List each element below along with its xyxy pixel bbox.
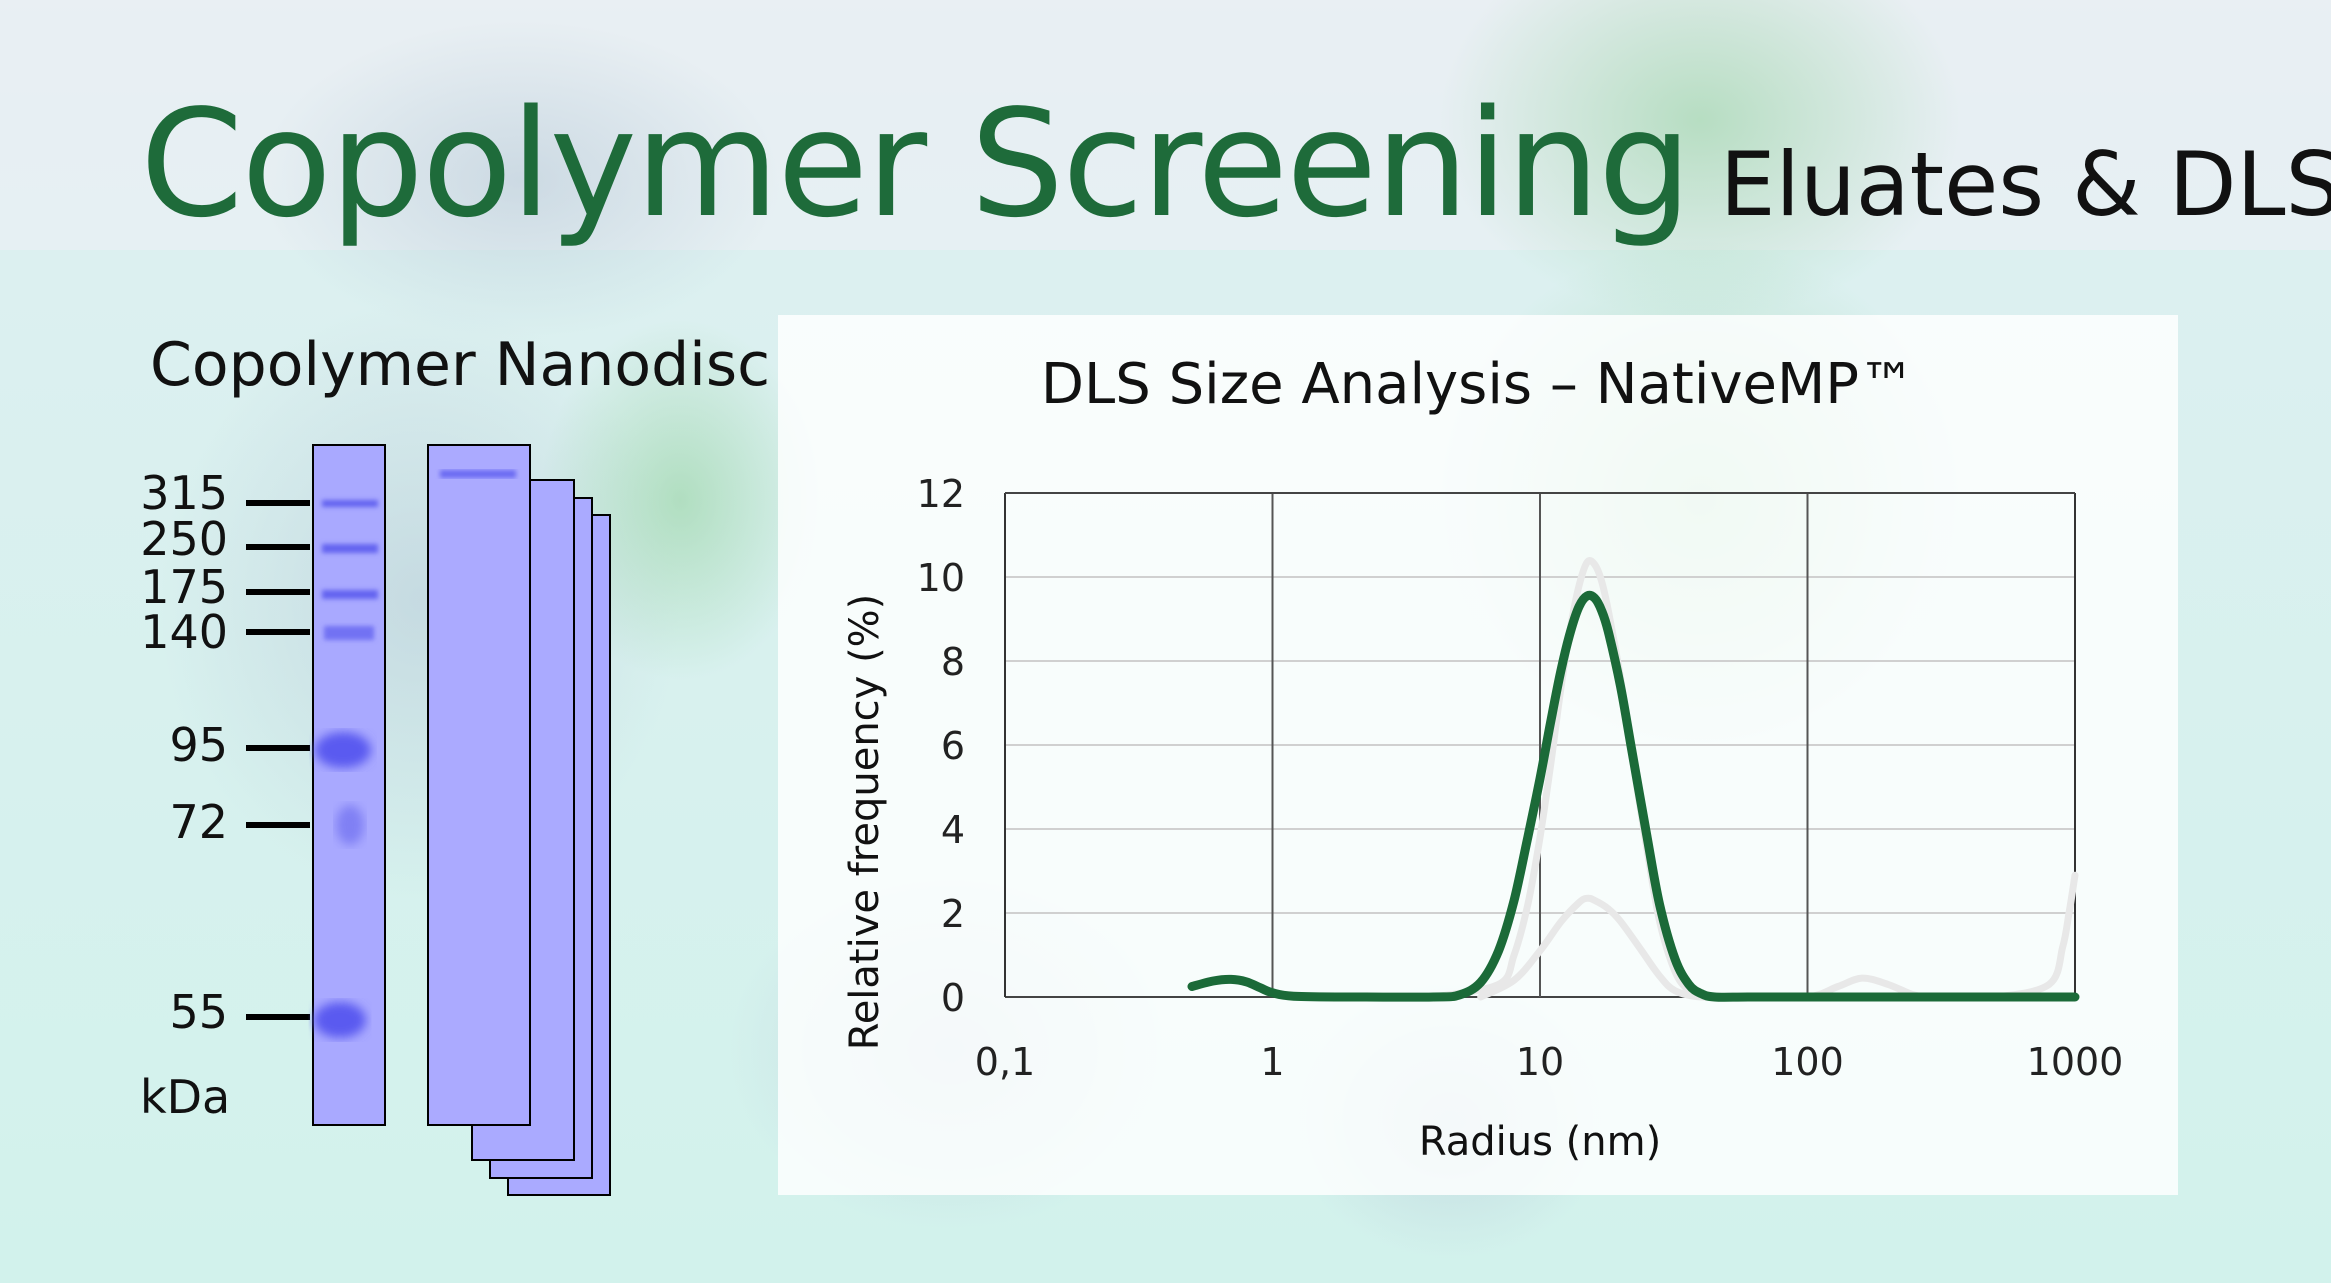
y-tick-label: 4	[941, 808, 965, 852]
x-tick-label: 1000	[2027, 1040, 2124, 1084]
y-tick-label: 8	[941, 640, 965, 684]
y-tick-label: 0	[941, 976, 965, 1020]
x-tick-label: 0,1	[975, 1040, 1035, 1084]
y-axis-label: Relative frequency (%)	[842, 594, 888, 1051]
mw-tick-72	[246, 822, 310, 828]
gel-band-sample	[440, 470, 516, 478]
mw-tick-250	[246, 544, 310, 550]
gel-image	[312, 444, 611, 1196]
y-tick-label: 10	[917, 556, 965, 600]
ladder-band-95	[315, 732, 371, 768]
ladder-band-55	[314, 1002, 366, 1038]
mw-label-55: 55	[169, 985, 228, 1039]
x-tick-label: 100	[1771, 1040, 1844, 1084]
chart-title: DLS Size Analysis – NativeMP™	[1041, 352, 1915, 417]
mw-tick-175	[246, 589, 310, 595]
mw-unit: kDa	[140, 1070, 231, 1124]
chart-panel	[778, 315, 2178, 1195]
mw-label-250: 250	[140, 512, 228, 566]
mw-tick-315	[246, 500, 310, 506]
x-tick-label: 10	[1516, 1040, 1564, 1084]
mw-label-140: 140	[140, 605, 228, 659]
y-tick-label: 6	[941, 724, 965, 768]
mw-tick-95	[246, 745, 310, 751]
mw-tick-55	[246, 1014, 310, 1020]
title-main: Copolymer Screening	[140, 78, 1692, 250]
dls-chart: DLS Size Analysis – NativeMP™ 0246810120…	[842, 352, 2124, 1165]
gel-lane-sample-1	[427, 444, 531, 1126]
series-line-highlighted	[1187, 590, 2080, 1002]
mw-label-315: 315	[140, 466, 228, 520]
series-line-background-1	[1430, 557, 2079, 1001]
ladder-bands	[322, 500, 378, 640]
chart-ticks: 0 2 4 6 8 10 12 0,1 1 10 100 1000	[917, 472, 2124, 1084]
title-subtitle: Eluates & DLS	[1719, 133, 2331, 236]
mw-tick-140	[246, 629, 310, 635]
chart-series	[1187, 557, 2080, 1002]
gel-title: Copolymer Nanodisc	[150, 330, 771, 400]
mw-label-175: 175	[140, 560, 228, 614]
chart-grid	[1004, 492, 2076, 998]
y-tick-label: 2	[941, 892, 965, 936]
y-tick-label: 12	[917, 472, 965, 516]
mw-label-72: 72	[169, 795, 228, 849]
x-axis-label: Radius (nm)	[1419, 1119, 1661, 1165]
mw-label-95: 95	[169, 718, 228, 772]
ladder-band-72	[336, 805, 364, 845]
series-line-background-2	[1477, 871, 2079, 1002]
page-title: Copolymer Screening Eluates & DLS	[140, 78, 2331, 250]
x-tick-label: 1	[1260, 1040, 1284, 1084]
